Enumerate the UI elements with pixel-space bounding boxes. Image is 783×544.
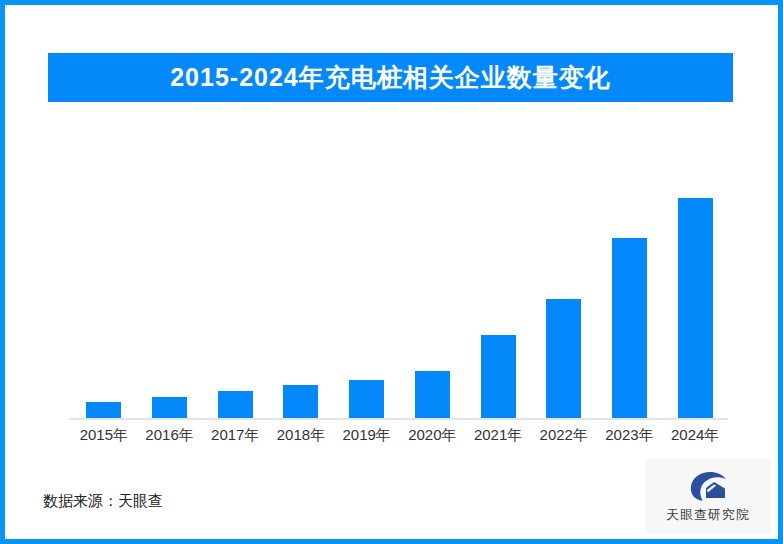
infographic-page: 2015-2024年充电桩相关企业数量变化 2015年2016年2017年201… — [0, 0, 783, 544]
bar-slot — [268, 188, 334, 418]
bar-2019年 — [349, 380, 384, 418]
publisher-logo: 天眼查研究院 — [645, 459, 771, 533]
bar-slot — [400, 188, 466, 418]
x-axis-label: 2016年 — [137, 426, 203, 445]
bar-2016年 — [152, 397, 187, 418]
bar-2023年 — [612, 238, 647, 418]
bar-slot — [71, 188, 137, 418]
bar-2017年 — [218, 391, 253, 418]
x-axis-label: 2017年 — [202, 426, 268, 445]
x-axis-label: 2020年 — [400, 426, 466, 445]
bar-slot — [334, 188, 400, 418]
bar-2022年 — [546, 299, 581, 418]
bar-slot — [465, 188, 531, 418]
x-axis-label: 2021年 — [465, 426, 531, 445]
bar-series — [71, 188, 728, 418]
chart-title: 2015-2024年充电桩相关企业数量变化 — [170, 61, 611, 94]
bar-slot — [137, 188, 203, 418]
x-axis-label: 2024年 — [662, 426, 728, 445]
bar-slot — [662, 188, 728, 418]
x-axis-label: 2018年 — [268, 426, 334, 445]
x-axis-label: 2022年 — [531, 426, 597, 445]
bar-2024年 — [678, 198, 713, 418]
x-axis-label: 2015年 — [71, 426, 137, 445]
bar-2015年 — [86, 402, 121, 418]
x-axis-line — [69, 418, 728, 420]
bar-2021年 — [481, 335, 516, 418]
bar-slot — [597, 188, 663, 418]
bar-2018年 — [283, 385, 318, 418]
bar-2020年 — [415, 371, 450, 418]
data-source-label: 数据来源：天眼查 — [43, 492, 163, 511]
bar-slot — [531, 188, 597, 418]
bar-slot — [202, 188, 268, 418]
chart-title-banner: 2015-2024年充电桩相关企业数量变化 — [48, 53, 733, 102]
tianyancha-eye-icon — [687, 469, 729, 503]
x-axis-label: 2019年 — [334, 426, 400, 445]
publisher-logo-text: 天眼查研究院 — [666, 506, 750, 524]
x-axis-label: 2023年 — [597, 426, 663, 445]
x-axis-labels: 2015年2016年2017年2018年2019年2020年2021年2022年… — [71, 426, 728, 445]
